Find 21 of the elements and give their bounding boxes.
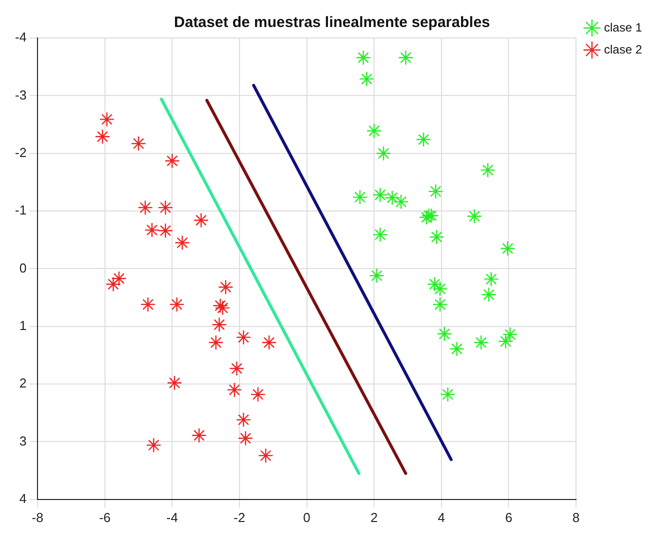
x-tick-label: 6 <box>505 510 512 525</box>
legend-label: clase 2 <box>604 42 642 56</box>
y-tick-label: -3 <box>14 87 27 102</box>
chart-title: Dataset de muestras linealmente separables <box>174 14 490 32</box>
x-tick-label: -4 <box>166 510 178 525</box>
x-tick-label: -6 <box>99 510 111 525</box>
x-tick-label: 8 <box>572 510 580 525</box>
y-tick-label: 0 <box>19 260 27 276</box>
x-tick-label: -8 <box>32 510 44 525</box>
y-tick-label: -4 <box>14 30 27 45</box>
legend-label: clase 1 <box>604 20 642 34</box>
x-tick-label: 4 <box>438 510 445 525</box>
y-tick-label: 1 <box>19 318 27 333</box>
y-tick-label: 3 <box>19 433 27 448</box>
x-tick-label: -2 <box>234 510 246 525</box>
y-tick-label: -2 <box>14 144 27 160</box>
y-tick-label: -1 <box>14 202 27 218</box>
x-tick-label: 0 <box>303 510 310 525</box>
y-tick-label: 2 <box>19 376 27 391</box>
y-tick-label: 4 <box>19 490 27 506</box>
x-tick-label: 2 <box>370 510 378 525</box>
